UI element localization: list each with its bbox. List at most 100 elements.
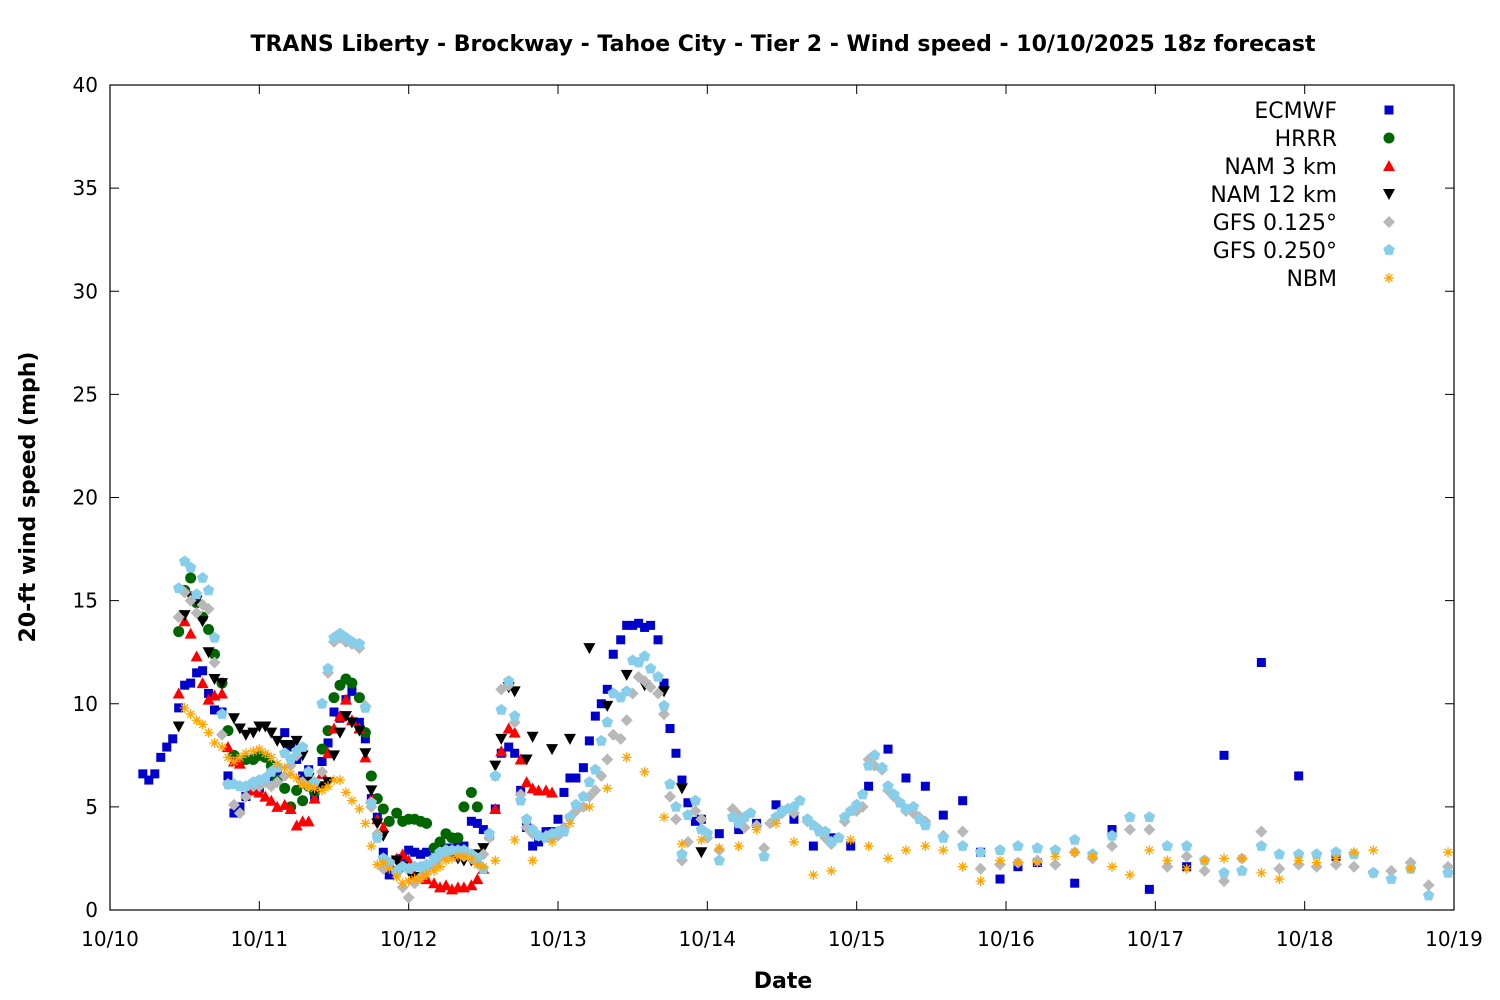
point-gfs-0-250- [727,811,739,822]
point-ecmwf [622,620,632,630]
point-gfs-0-125- [974,862,987,875]
point-ecmwf [590,711,600,721]
point-nam-12-km [583,643,596,655]
point-nbm [883,853,894,864]
point-gfs-0-250- [173,582,185,594]
point-hrrr [203,624,215,635]
point-nam-12-km [196,616,209,628]
series-gfs-0-125- [172,586,1455,904]
point-gfs-0-250- [913,813,926,825]
point-nam-12-km [601,700,614,712]
point-nam-12-km [233,723,246,735]
point-gfs-0-125- [190,607,203,619]
point-gfs-0-250- [1124,811,1136,822]
point-hrrr [279,782,291,794]
point-nbm [260,748,271,759]
point-nam-12-km [620,669,633,681]
point-nbm [808,869,819,880]
point-nam-3-km [339,693,352,705]
point-gfs-0-250- [483,827,495,839]
point-nbm [733,841,744,852]
point-gfs-0-125- [1180,850,1193,863]
point-gfs-0-250- [1293,848,1305,860]
point-ecmwf [280,728,290,738]
point-gfs-0-250- [371,831,383,843]
point-ecmwf [1294,771,1304,781]
point-gfs-0-125- [316,765,329,778]
point-ecmwf [846,841,856,851]
point-nam-12-km [489,760,502,772]
y-tick-label: 10 [73,692,98,716]
point-gfs-0-250- [353,637,366,649]
point-hrrr [434,836,446,848]
point-ecmwf [210,705,220,715]
data-points [138,555,1455,904]
point-gfs-0-250- [794,794,806,806]
point-nbm [248,746,259,757]
point-nbm [1443,847,1454,858]
series-nbm [179,702,1454,889]
x-tick-label: 10/14 [679,927,737,951]
point-nam-12-km [328,750,340,762]
point-nbm [1219,853,1230,864]
point-nam-3-km [489,802,502,814]
point-gfs-0-125- [227,798,240,811]
point-nam-12-km [695,847,708,859]
point-nam-12-km [227,713,240,725]
point-gfs-0-250- [1161,840,1173,851]
point-nbm [323,781,334,792]
point-nam-3-km [428,877,441,889]
point-nam-3-km [377,821,390,833]
point-nbm [1293,855,1304,866]
point-nbm [1087,851,1098,862]
point-nbm [584,801,595,812]
point-nam-3-km [278,798,291,810]
point-ecmwf [410,847,420,857]
point-nbm [602,783,613,794]
legend-marker [1384,105,1394,115]
point-nam-12-km [359,748,372,760]
point-ecmwf [354,717,364,727]
point-nbm [185,709,196,720]
point-gfs-0-250- [1031,842,1044,853]
point-nam-3-km [202,693,215,705]
point-nam-3-km [233,757,246,769]
point-nbm [403,876,414,887]
point-gfs-0-250- [279,747,291,759]
point-nam-3-km [308,792,321,804]
point-gfs-0-250- [302,765,315,777]
point-hrrr [471,801,483,813]
point-nbm [360,818,371,829]
point-gfs-0-125- [1123,823,1136,836]
y-tick-label: 5 [85,795,98,819]
point-gfs-0-250- [658,699,670,711]
point-gfs-0-125- [1385,864,1398,877]
point-hrrr [353,692,365,704]
point-nam-3-km [216,687,228,699]
point-nam-3-km [190,650,203,662]
point-nam-3-km [184,627,197,639]
point-gfs-0-250- [1106,829,1118,841]
point-nbm [191,715,202,726]
point-ecmwf [478,825,488,835]
point-gfs-0-250- [589,763,601,775]
point-hrrr [383,815,395,827]
point-ecmwf [378,847,388,857]
point-gfs-0-250- [365,796,377,808]
legend-marker [1383,189,1395,200]
point-nam-12-km [216,678,228,690]
x-tick-label: 10/16 [977,927,1035,951]
point-nam-12-km [546,744,559,756]
point-gfs-0-250- [1442,866,1454,878]
point-gfs-0-250- [296,741,309,752]
point-ecmwf [150,769,160,779]
point-nbm [415,874,426,885]
point-nbm [659,812,670,823]
point-nam-12-km [178,610,191,622]
point-nam-3-km [546,786,559,798]
point-nbm [1368,845,1379,856]
point-ecmwf [192,668,202,678]
point-ecmwf [883,744,893,754]
point-nbm [1405,863,1416,874]
point-nam-3-km [440,879,452,891]
